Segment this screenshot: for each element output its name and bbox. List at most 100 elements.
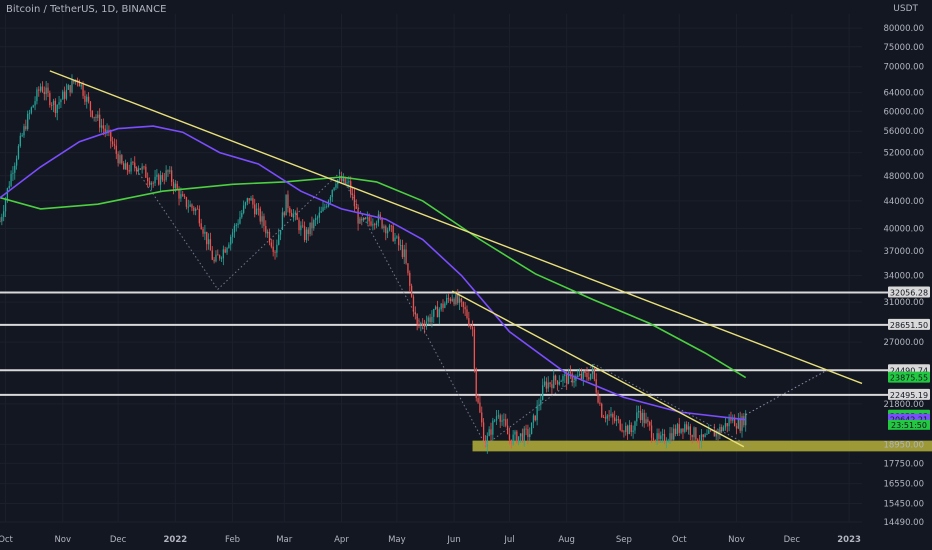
candle-body [1,216,3,222]
candle-body [418,323,420,326]
candle-body [89,101,92,111]
candle-body [492,420,494,435]
candle-body [224,249,226,253]
candle-body [285,194,287,216]
y-tick-label: 64000.00 [883,89,924,99]
x-tick-label: Nov [728,535,745,545]
candle-body [464,307,466,310]
candle-body [490,429,492,435]
candle-body [695,427,697,440]
candle-body [0,221,1,223]
time-axis[interactable]: Oct Nov Dec 2022 Feb Mar Apr May Jun Jul Aug Sep Oct… [0,535,861,545]
candle-body [36,89,38,102]
candle-body [215,254,217,262]
y-tick-label: 34000.00 [883,271,924,281]
candle-body [442,303,444,308]
candle-body [737,418,739,429]
candle-body [431,316,433,323]
price-labels: 32056.28 28651.50 24490.74 22495.19 23875.55… [888,286,930,430]
countdown-bg [888,419,930,430]
candle-body [551,384,553,389]
candle-body [473,329,476,369]
symbol-title[interactable]: Bitcoin / TetherUS, 1D, BINANCE [6,4,167,15]
candle-body [21,135,23,137]
candle-body [56,104,58,113]
candle-body [110,130,112,142]
candle-body [396,236,398,238]
candle-body [525,428,527,430]
candle-body [374,224,376,226]
candle-body [556,380,559,385]
candle-body [602,417,605,418]
candles [0,74,747,454]
candle-body [470,325,472,328]
candle-body [246,198,248,203]
moving-averages [0,125,747,421]
x-tick-label: 2023 [837,535,861,545]
level-price-tag: 32056.28 [890,288,928,297]
candle-body [481,412,483,423]
candle-body [530,422,533,435]
candle-body [311,222,313,229]
candle-body [462,301,464,308]
candle-body [392,226,394,242]
candle-body [732,417,734,421]
candle-body [362,217,365,221]
ma-fast-line [0,125,746,421]
candle-body [359,218,361,224]
candle-body [506,425,509,435]
candle-body [316,217,319,219]
candle-body [512,434,514,445]
candle-body [547,382,549,389]
candle-body [425,321,428,327]
candle-body [667,440,669,443]
candle-body [84,95,86,102]
price-axis[interactable]: 80000.00 75000.00 70000.00 64000.00 60000.00… [883,24,924,528]
candle-body [647,419,649,423]
candle-body [540,399,542,405]
y-tick-label: 60000.00 [883,107,924,117]
candle-body [152,182,154,184]
y-tick-label: 27000.00 [883,338,924,348]
candle-body [361,218,363,221]
trendline [451,290,745,448]
candle-body [207,239,210,245]
candle-body [671,433,673,440]
candle-body [150,182,153,185]
candle-body [23,126,25,136]
candle-body [591,368,594,374]
price-tag: 23875.55 [890,374,928,383]
candle-body [91,110,93,118]
candle-body [65,89,68,99]
candle-body [412,296,415,312]
candle-body [708,430,710,434]
candle-body [243,205,245,213]
candle-body [289,207,291,213]
candle-body [176,183,178,189]
candle-body [726,423,728,427]
y-tick-label: 80000.00 [883,24,924,34]
candle-body [329,196,332,201]
candle-body [457,294,459,303]
candle-body [130,162,132,172]
candle-body [106,129,108,133]
candle-body [680,428,682,433]
candle-body [191,204,193,208]
candle-body [204,231,206,234]
candle-body [366,217,368,219]
support-zone [472,440,932,452]
candle-body [628,424,631,435]
candle-body [137,168,140,172]
candle-body [497,415,500,417]
candle-body [161,175,164,180]
y-tick-label: 37000.00 [883,247,924,257]
candle-body [202,229,204,234]
countdown-label: 23:51:50 [891,421,927,430]
candle-body [270,242,272,247]
candle-body [309,222,311,235]
candle-body [259,208,261,222]
candle-body [12,172,14,174]
candle-body [165,170,167,180]
candle-body [294,212,296,215]
